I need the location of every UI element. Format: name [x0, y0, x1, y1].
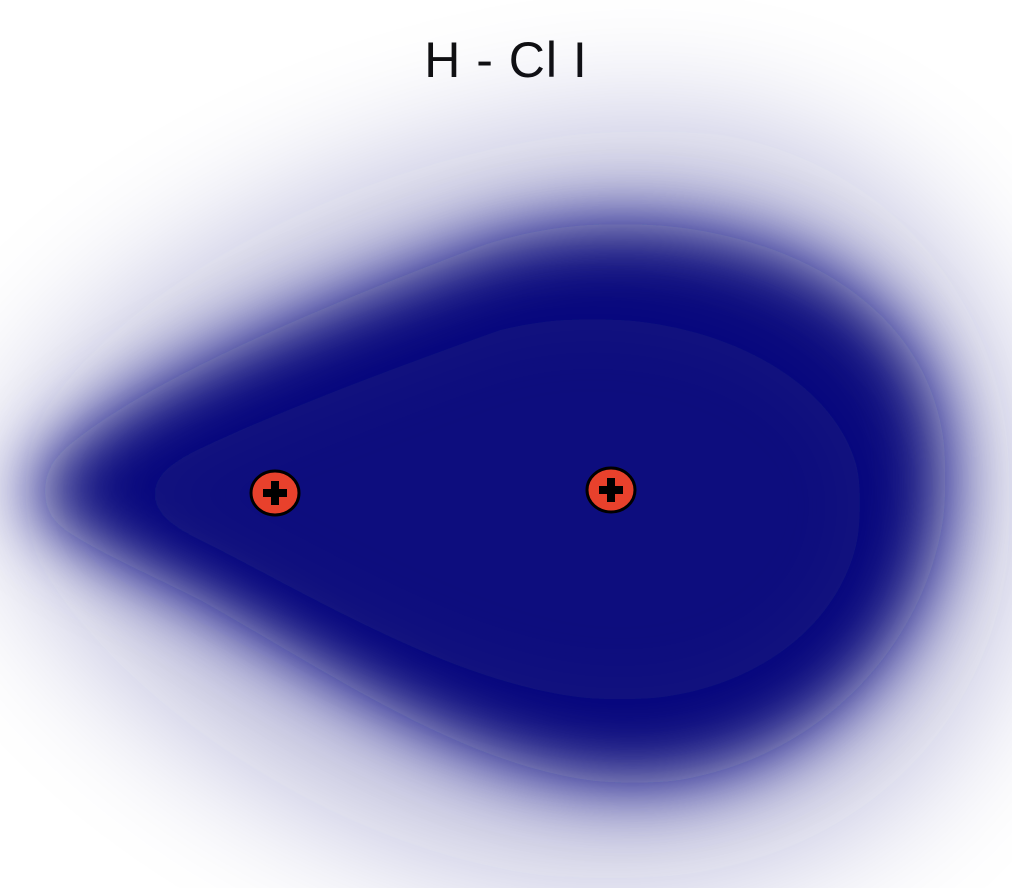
electron-cloud-core: [120, 318, 862, 700]
chlorine-nucleus: [585, 466, 637, 514]
molecule-title: H - Cl I: [424, 32, 588, 88]
plus-icon: [263, 481, 287, 505]
plus-icon: [599, 478, 623, 502]
hydrogen-nucleus: [249, 469, 301, 517]
